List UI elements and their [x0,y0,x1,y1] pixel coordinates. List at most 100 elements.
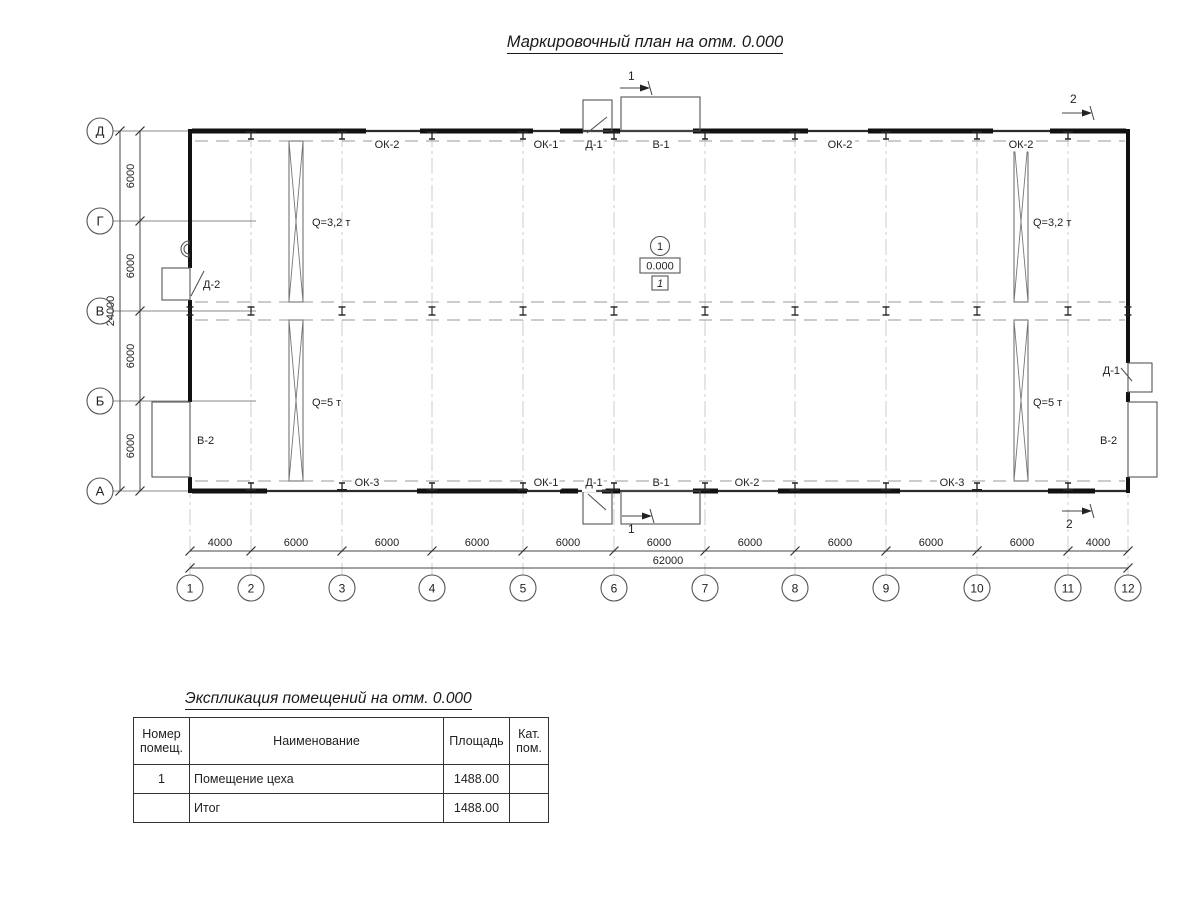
interior-dashed-lines [195,140,1125,482]
axis-label: 12 [1121,582,1135,596]
opening-label: В-1 [652,139,669,151]
room-ref: 1 [657,278,663,290]
dimension-value: 6000 [125,434,137,458]
opening-label: ОК-2 [828,139,853,151]
row-axis-leaders [113,130,256,492]
axis-label: 5 [520,582,527,596]
room-marker: 1 0.000 1 [639,235,681,291]
opening-label: В-2 [1100,435,1117,447]
cell-name: Помещение цеха [189,764,444,794]
room-schedule: Экспликация помещений на отм. 0.000 Номе… [133,690,563,823]
section-mark-label: 2 [1070,92,1077,106]
dimension-value: 4000 [208,537,232,549]
table-row: Итог 1488.00 [133,793,549,823]
wall-fixture-symbol [180,240,190,258]
opening-label: Д-1 [585,477,602,489]
walls [188,129,1130,493]
cell-area: 1488.00 [443,793,510,823]
dimension-total: 24000 [105,296,117,327]
room-schedule-title: Экспликация помещений на отм. 0.000 [185,690,563,710]
opening-labels-bottom: ОК-3 ОК-1 Д-1 В-1 ОК-2 ОК-3 [351,474,968,493]
dimension-value: 6000 [919,537,943,549]
dimension-value: 6000 [125,254,137,278]
opening-label: Д-1 [585,139,602,151]
column-axis-lines [189,131,1129,575]
left-dimensions: 6000 6000 6000 6000 24000 [105,125,146,497]
axis-label: В [96,304,105,319]
axis-label: 8 [792,582,799,596]
row-axis-bubbles: Д Г В Б А [86,117,114,505]
axis-label: 6 [611,582,618,596]
plan-title: Маркировочный план на отм. 0.000 [440,33,850,54]
axis-label: Б [96,394,105,409]
section-mark-label: 2 [1066,517,1073,531]
table-row: 1 Помещение цеха 1488.00 [133,764,549,794]
axis-label: А [96,484,105,499]
cell-name: Итог [189,793,444,823]
header-area: Площадь [443,717,510,765]
opening-label: ОК-2 [735,477,760,489]
opening-label: В-1 [652,477,669,489]
section-mark-label: 1 [628,522,635,536]
opening-label: ОК-3 [355,477,380,489]
axis-label: 7 [702,582,709,596]
dimension-value: 6000 [375,537,399,549]
dimension-value: 6000 [125,164,137,188]
opening-label: ОК-1 [534,477,559,489]
room-schedule-title-text: Экспликация помещений на отм. 0.000 [185,690,472,710]
axis-label: 11 [1062,582,1075,596]
crane-label: Q=3,2 т [312,217,350,229]
section-marks: 1 1 2 2 [620,69,1095,536]
opening-label: ОК-3 [940,477,965,489]
axis-label: 4 [429,582,436,596]
dimension-value: 6000 [647,537,671,549]
dimension-value: 6000 [465,537,489,549]
axis-label: 2 [248,582,255,596]
dimension-value: 6000 [556,537,580,549]
opening-label: ОК-1 [534,139,559,151]
opening-label: Д-2 [203,279,220,291]
dimension-value: 6000 [1010,537,1034,549]
crane-label: Q=3,2 т [1033,217,1071,229]
opening-labels-sides: Д-2 В-2 Д-1 В-2 [197,279,1120,447]
dimension-total: 62000 [653,555,684,567]
header-name: Наименование [189,717,444,765]
cell-category [509,764,549,794]
opening-labels-top: ОК-2 ОК-1 Д-1 В-1 ОК-2 ОК-2 [371,136,1037,155]
room-number: 1 [657,241,663,253]
table-header-row: Номер помещ. Наименование Площадь Кат. п… [133,717,549,765]
axis-label: 1 [187,582,194,596]
dimension-value: 4000 [1086,537,1110,549]
opening-label: ОК-2 [375,139,400,151]
crane-rail-bracing [288,140,1029,482]
room-schedule-table: Номер помещ. Наименование Площадь Кат. п… [133,717,549,823]
opening-label: В-2 [197,435,214,447]
elevation-value: 0.000 [646,261,674,273]
axis-label: Г [96,214,103,229]
crane-label: Q=5 т [312,397,341,409]
dimension-value: 6000 [125,344,137,368]
header-category: Кат. пом. [509,717,549,765]
axis-label: Д [96,124,105,139]
opening-label: Д-1 [1103,365,1120,377]
section-mark-label: 1 [628,69,635,83]
cell-room-number: 1 [133,764,190,794]
crane-capacity-labels: Q=3,2 т Q=5 т Q=3,2 т Q=5 т [312,217,1071,409]
dimension-value: 6000 [738,537,762,549]
crane-label: Q=5 т [1033,397,1062,409]
column-symbols-middle [185,306,1133,316]
column-axis-bubbles: 1 2 3 4 5 6 7 8 9 10 11 12 [176,574,1142,602]
cell-area: 1488.00 [443,764,510,794]
opening-label: ОК-2 [1009,139,1034,151]
window-strips [192,128,1126,494]
axis-label: 3 [339,582,346,596]
entrance-outlines [151,96,1158,525]
header-room-number: Номер помещ. [133,717,190,765]
dimension-value: 6000 [284,537,308,549]
plan-title-text: Маркировочный план на отм. 0.000 [506,33,784,54]
dimension-value: 6000 [828,537,852,549]
cell-category [509,793,549,823]
cell-room-number [133,793,190,823]
floor-plan-canvas: Q=3,2 т Q=5 т Q=3,2 т Q=5 т [86,69,1158,602]
